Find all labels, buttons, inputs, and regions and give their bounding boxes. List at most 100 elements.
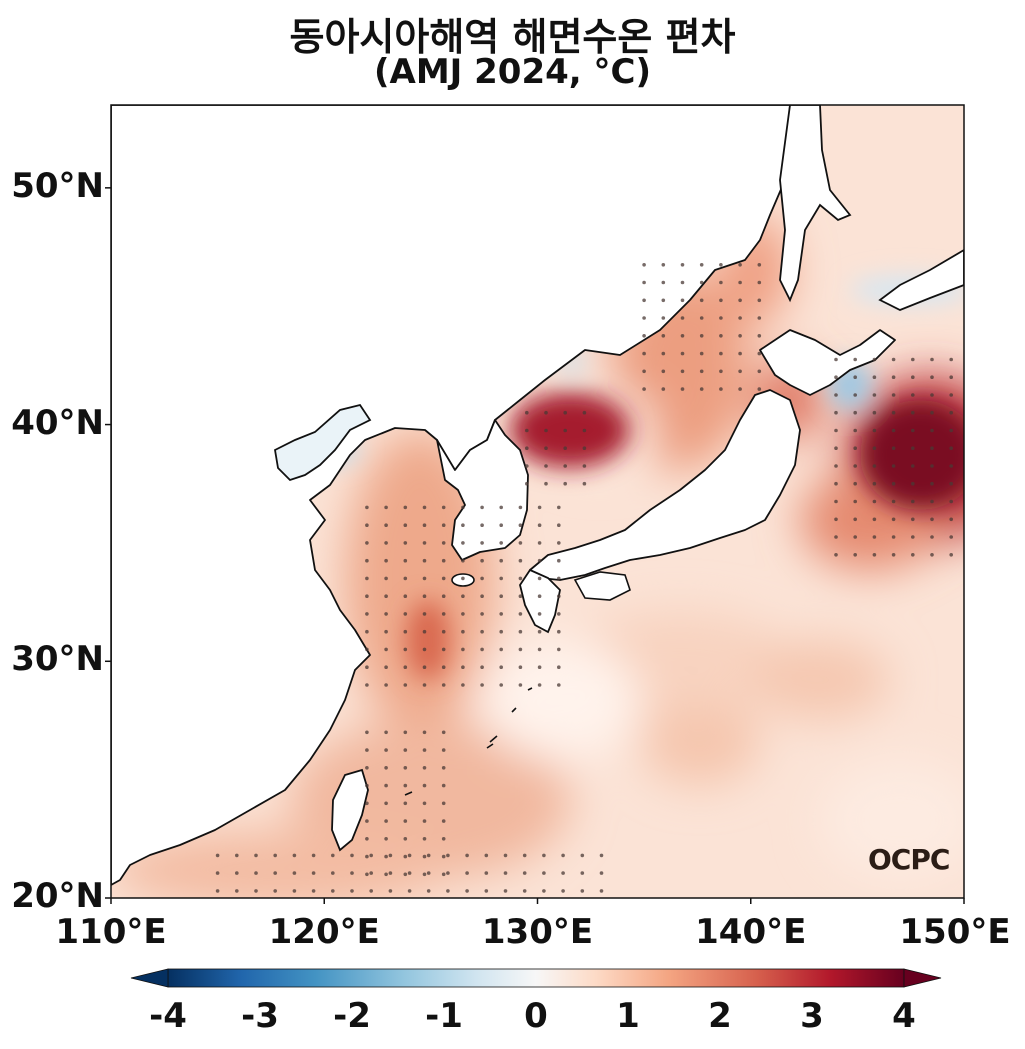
significance-dot <box>891 428 896 433</box>
significance-dot <box>563 464 567 468</box>
significance-dot <box>911 517 915 522</box>
significance-dot <box>522 853 527 858</box>
significance-dot <box>537 647 542 652</box>
significance-dot <box>422 665 427 669</box>
significance-dot <box>537 612 542 616</box>
significance-dot <box>480 505 484 510</box>
significance-dot <box>499 523 504 527</box>
significance-dot <box>557 629 561 634</box>
colorbar-extend-low <box>130 968 169 988</box>
significance-dot <box>949 481 953 486</box>
significance-dot <box>582 481 587 486</box>
significance-dot <box>426 889 431 893</box>
significance-dot <box>891 553 896 557</box>
significance-dot <box>911 357 915 362</box>
significance-dot <box>642 263 646 267</box>
significance-dot <box>537 629 542 634</box>
significance-dot <box>518 665 523 669</box>
significance-dot <box>365 819 369 823</box>
significance-dot <box>891 446 896 451</box>
significance-dot <box>407 871 412 875</box>
significance-dot <box>518 594 523 598</box>
significance-dot <box>422 647 427 652</box>
significance-dot <box>441 629 446 634</box>
significance-dot <box>930 357 934 362</box>
significance-dot <box>441 872 446 877</box>
significance-dot <box>503 871 508 875</box>
significance-dot <box>544 446 548 451</box>
significance-dot <box>365 576 369 581</box>
significance-dot <box>215 853 220 858</box>
significance-dot <box>661 298 666 303</box>
lon-tick-label: 120°E <box>268 912 380 952</box>
significance-dot <box>930 535 934 539</box>
significance-dot <box>365 801 369 806</box>
significance-dot <box>254 889 258 893</box>
significance-dot <box>384 872 388 877</box>
significance-dot <box>738 351 742 356</box>
significance-dot <box>461 558 465 563</box>
significance-dot <box>441 612 446 616</box>
significance-dot <box>582 428 587 433</box>
significance-dot <box>484 853 489 858</box>
significance-dot <box>480 576 484 581</box>
significance-dot <box>292 853 297 858</box>
significance-dot <box>235 853 239 858</box>
significance-dot <box>582 464 587 468</box>
significance-dot <box>834 535 838 539</box>
colorbar-tick-label: -4 <box>149 996 187 1036</box>
significance-dot <box>446 871 450 875</box>
significance-dot <box>365 665 369 669</box>
significance-dot <box>557 523 561 527</box>
significance-dot <box>661 280 666 285</box>
significance-dot <box>537 523 542 527</box>
significance-dot <box>365 837 369 841</box>
japan-shikoku <box>573 571 631 601</box>
significance-dot <box>699 387 704 391</box>
significance-dot <box>853 499 857 504</box>
significance-dot <box>384 665 388 669</box>
significance-dot <box>422 854 427 859</box>
significance-dot <box>441 801 446 806</box>
significance-dot <box>949 393 953 397</box>
significance-dot <box>465 889 469 893</box>
significance-dot <box>480 665 484 669</box>
significance-dot <box>384 748 388 752</box>
significance-dot <box>911 410 915 415</box>
significance-dot <box>853 357 857 362</box>
significance-dot <box>930 410 934 415</box>
significance-dot <box>403 665 408 669</box>
significance-dot <box>441 665 446 669</box>
significance-dot <box>499 683 504 687</box>
significance-dot <box>719 280 723 285</box>
significance-dot <box>911 375 915 380</box>
significance-dot <box>557 683 561 687</box>
significance-dot <box>680 351 685 356</box>
significance-dot <box>480 683 484 687</box>
significance-dot <box>403 558 408 563</box>
significance-dot <box>518 647 523 652</box>
significance-dot <box>369 853 374 858</box>
significance-dot <box>292 871 297 875</box>
colorbar-tick-label: 2 <box>708 996 732 1036</box>
significance-dot <box>911 499 915 504</box>
significance-dot <box>480 612 484 616</box>
significance-dot <box>872 535 877 539</box>
significance-dot <box>369 889 374 893</box>
significance-dot <box>522 871 527 875</box>
significance-dot <box>642 387 646 391</box>
significance-dot <box>407 889 412 893</box>
significance-dot <box>949 357 953 362</box>
significance-dot <box>542 871 546 875</box>
significance-dot <box>891 464 896 468</box>
significance-dot <box>441 766 446 770</box>
significance-dot <box>365 872 369 877</box>
significance-dot <box>853 410 857 415</box>
significance-dot <box>853 553 857 557</box>
significance-dot <box>757 263 762 267</box>
significance-dot <box>872 517 877 522</box>
significance-dot <box>853 375 857 380</box>
korean-peninsula <box>436 419 529 561</box>
significance-dot <box>661 334 666 338</box>
significance-dot <box>331 889 335 893</box>
